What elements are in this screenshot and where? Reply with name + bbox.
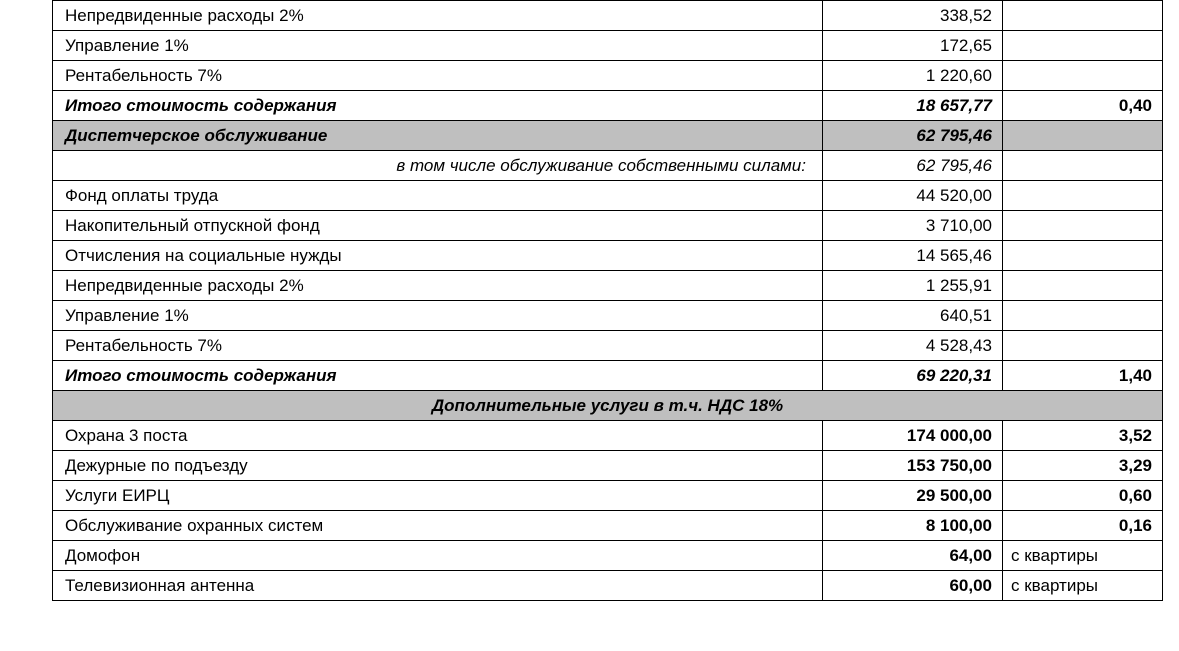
- table-row: Рентабельность 7%1 220,60: [53, 61, 1163, 91]
- row-label: Рентабельность 7%: [53, 61, 823, 91]
- row-value-2: [1003, 121, 1163, 151]
- row-value-2: [1003, 241, 1163, 271]
- table-row: Домофон64,00с квартиры: [53, 541, 1163, 571]
- table-row: Управление 1%172,65: [53, 31, 1163, 61]
- row-value-2: с квартиры: [1003, 571, 1163, 601]
- row-value-2: [1003, 181, 1163, 211]
- row-label: Услуги ЕИРЦ: [53, 481, 823, 511]
- row-label: Обслуживание охранных систем: [53, 511, 823, 541]
- row-value-2: [1003, 211, 1163, 241]
- row-value-1: 8 100,00: [823, 511, 1003, 541]
- row-label: Рентабельность 7%: [53, 331, 823, 361]
- row-label: Дежурные по подъезду: [53, 451, 823, 481]
- table-row: Телевизионная антенна60,00с квартиры: [53, 571, 1163, 601]
- row-label: Домофон: [53, 541, 823, 571]
- row-value-2: 0,40: [1003, 91, 1163, 121]
- row-value-2: 3,29: [1003, 451, 1163, 481]
- row-value-2: [1003, 301, 1163, 331]
- row-value-1: 153 750,00: [823, 451, 1003, 481]
- row-label: Фонд оплаты труда: [53, 181, 823, 211]
- row-value-2: 1,40: [1003, 361, 1163, 391]
- row-value-1: 44 520,00: [823, 181, 1003, 211]
- row-value-2: 0,60: [1003, 481, 1163, 511]
- table-row: в том числе обслуживание собственными си…: [53, 151, 1163, 181]
- row-value-2: [1003, 151, 1163, 181]
- table-row: Отчисления на социальные нужды14 565,46: [53, 241, 1163, 271]
- row-label: Накопительный отпускной фонд: [53, 211, 823, 241]
- row-value-2: [1003, 331, 1163, 361]
- row-value-1: 4 528,43: [823, 331, 1003, 361]
- row-value-1: 60,00: [823, 571, 1003, 601]
- table-row: Управление 1%640,51: [53, 301, 1163, 331]
- row-value-2: [1003, 31, 1163, 61]
- table-row: Услуги ЕИРЦ29 500,000,60: [53, 481, 1163, 511]
- table-row: Непредвиденные расходы 2%1 255,91: [53, 271, 1163, 301]
- row-label: в том числе обслуживание собственными си…: [53, 151, 823, 181]
- row-value-1: 69 220,31: [823, 361, 1003, 391]
- row-value-2: [1003, 1, 1163, 31]
- row-value-1: 18 657,77: [823, 91, 1003, 121]
- row-value-1: 64,00: [823, 541, 1003, 571]
- row-label: Непредвиденные расходы 2%: [53, 271, 823, 301]
- row-label: Охрана 3 поста: [53, 421, 823, 451]
- table-row: Фонд оплаты труда44 520,00: [53, 181, 1163, 211]
- table-row: Итого стоимость содержания69 220,311,40: [53, 361, 1163, 391]
- row-value-1: 338,52: [823, 1, 1003, 31]
- row-value-2: [1003, 271, 1163, 301]
- table-row: Рентабельность 7%4 528,43: [53, 331, 1163, 361]
- row-value-1: 62 795,46: [823, 151, 1003, 181]
- row-label: Управление 1%: [53, 301, 823, 331]
- table-row: Накопительный отпускной фонд3 710,00: [53, 211, 1163, 241]
- table-row: Охрана 3 поста174 000,003,52: [53, 421, 1163, 451]
- row-value-1: 172,65: [823, 31, 1003, 61]
- row-value-1: 1 220,60: [823, 61, 1003, 91]
- row-value-1: 29 500,00: [823, 481, 1003, 511]
- section-header-row: Дополнительные услуги в т.ч. НДС 18%: [53, 391, 1163, 421]
- row-value-2: с квартиры: [1003, 541, 1163, 571]
- table-row: Диспетчерское обслуживание62 795,46: [53, 121, 1163, 151]
- row-value-2: 3,52: [1003, 421, 1163, 451]
- section-header: Дополнительные услуги в т.ч. НДС 18%: [53, 391, 1163, 421]
- row-label: Диспетчерское обслуживание: [53, 121, 823, 151]
- row-label: Телевизионная антенна: [53, 571, 823, 601]
- table-row: Обслуживание охранных систем8 100,000,16: [53, 511, 1163, 541]
- row-value-1: 3 710,00: [823, 211, 1003, 241]
- row-label: Отчисления на социальные нужды: [53, 241, 823, 271]
- row-value-1: 640,51: [823, 301, 1003, 331]
- row-value-1: 1 255,91: [823, 271, 1003, 301]
- row-label: Итого стоимость содержания: [53, 91, 823, 121]
- row-label: Непредвиденные расходы 2%: [53, 1, 823, 31]
- row-label: Управление 1%: [53, 31, 823, 61]
- row-value-2: [1003, 61, 1163, 91]
- table-row: Итого стоимость содержания18 657,770,40: [53, 91, 1163, 121]
- cost-table: Непредвиденные расходы 2%338,52Управлени…: [52, 0, 1163, 601]
- table-row: Дежурные по подъезду153 750,003,29: [53, 451, 1163, 481]
- row-value-1: 174 000,00: [823, 421, 1003, 451]
- row-label: Итого стоимость содержания: [53, 361, 823, 391]
- row-value-1: 62 795,46: [823, 121, 1003, 151]
- row-value-1: 14 565,46: [823, 241, 1003, 271]
- row-value-2: 0,16: [1003, 511, 1163, 541]
- table-row: Непредвиденные расходы 2%338,52: [53, 1, 1163, 31]
